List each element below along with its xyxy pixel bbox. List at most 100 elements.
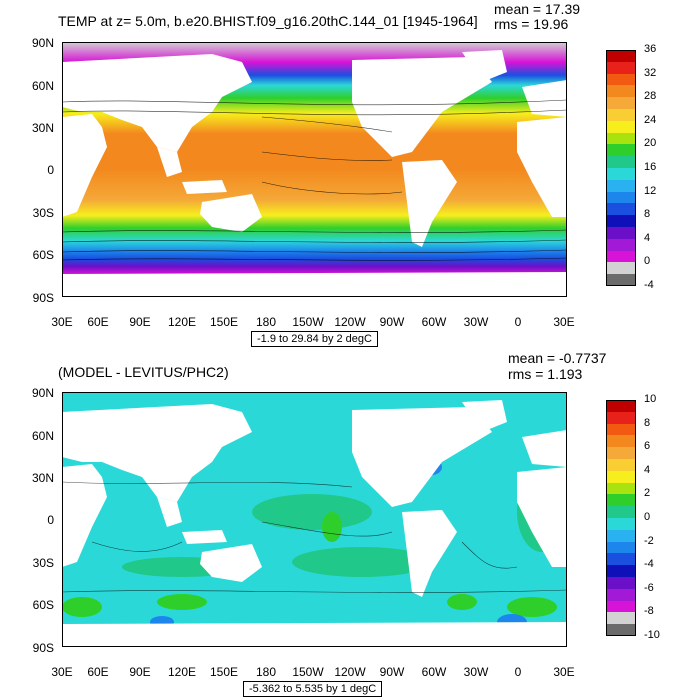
colorbar-swatch	[606, 144, 636, 157]
colorbar-swatch	[606, 168, 636, 181]
plot-title: TEMP at z= 5.0m, b.e20.BHIST.f09_g16.20t…	[58, 13, 478, 29]
colorbar-swatch	[606, 120, 636, 134]
lon-tick-150w: 150W	[292, 315, 324, 329]
lat-tick-90s: 90S	[32, 291, 54, 305]
lat-tick-30n: 30N	[31, 471, 54, 485]
colorbar-label: 16	[644, 161, 657, 173]
colorbar-swatch	[606, 179, 636, 193]
colorbar-swatch	[606, 624, 636, 637]
colorbar-swatch	[606, 482, 636, 495]
lon-tick-120w: 120W	[334, 665, 366, 679]
colorbar-swatch	[606, 227, 636, 240]
lon-tick-120e: 120E	[167, 665, 197, 679]
lat-tick-60s: 60S	[32, 598, 54, 612]
colorbar-label: 6	[644, 440, 651, 453]
colorbar-frame	[606, 400, 636, 636]
colorbar-swatch	[606, 73, 636, 86]
plot-frame	[62, 42, 567, 297]
colorbar-swatch	[606, 262, 636, 275]
lon-tick-90w: 90W	[379, 315, 405, 329]
colorbar-swatch	[606, 435, 636, 448]
colorbar-swatch	[606, 109, 636, 122]
plot-title: (MODEL - LEVITUS/PHC2)	[58, 364, 229, 380]
colorbar-label: 0	[644, 255, 651, 268]
lon-tick-60w: 60W	[421, 315, 447, 329]
colorbar-label: -4	[644, 279, 654, 291]
colorbar-swatch	[606, 565, 636, 578]
colorbar-swatch	[606, 191, 636, 204]
colorbar-swatch	[606, 447, 636, 460]
colorbar-label: 12	[644, 184, 657, 197]
lon-tick-30e-end: 30E	[553, 315, 575, 329]
mean-label: mean = -0.7737	[508, 350, 607, 366]
lon-tick-60e: 60E	[87, 665, 109, 679]
lat-tick-60n: 60N	[31, 79, 54, 93]
colorbar-swatch	[606, 400, 636, 413]
colorbar-swatch	[606, 506, 636, 519]
panel-difference: (MODEL - LEVITUS/PHC2) mean = -0.7737 rm…	[0, 350, 700, 700]
lat-tick-30n: 30N	[31, 121, 54, 135]
colorbar-label: 4	[644, 463, 651, 476]
colorbar-swatch	[606, 132, 636, 145]
colorbar-label: 32	[644, 66, 657, 79]
colorbar-label: -8	[644, 605, 654, 618]
lat-tick-90s: 90S	[32, 641, 54, 655]
lon-tick-90e: 90E	[129, 315, 151, 329]
lon-tick-90w: 90W	[379, 665, 405, 679]
colorbar-swatch	[606, 97, 636, 110]
lat-tick-60s: 60S	[32, 248, 54, 262]
colorbar-frame	[606, 50, 636, 286]
lat-tick-0: 0	[47, 513, 54, 527]
lon-tick-180: 180	[255, 665, 277, 679]
lat-tick-0: 0	[47, 163, 54, 177]
lon-tick-30e-end: 30E	[553, 665, 575, 679]
colorbar-swatch	[606, 203, 636, 216]
lon-tick-0: 0	[514, 665, 522, 679]
colorbar-swatch	[606, 588, 636, 602]
colorbar-swatch	[606, 577, 636, 590]
colorbar	[606, 50, 636, 287]
colorbar-swatch	[606, 215, 636, 228]
colorbar-swatch	[606, 600, 636, 613]
colorbar-label: 0	[644, 511, 651, 523]
colorbar-swatch	[606, 50, 636, 63]
colorbar-label: 20	[644, 137, 657, 150]
lon-tick-150e: 150E	[209, 315, 239, 329]
colorbar-swatch	[606, 250, 636, 263]
land-mask	[62, 400, 567, 647]
warm-patches	[62, 512, 557, 617]
lon-tick-0: 0	[514, 315, 522, 329]
lat-tick-30s: 30S	[32, 206, 54, 220]
lon-tick-60w: 60W	[421, 665, 447, 679]
lon-tick-150w: 150W	[292, 665, 324, 679]
colorbar-swatch	[606, 411, 636, 425]
lon-tick-30w: 30W	[463, 315, 489, 329]
lon-tick-150e: 150E	[209, 665, 239, 679]
colorbar-label: 4	[644, 231, 651, 244]
colorbar-swatch	[606, 85, 636, 98]
lon-tick-120e: 120E	[167, 315, 197, 329]
lat-tick-60n: 60N	[31, 429, 54, 443]
panel-temperature: TEMP at z= 5.0m, b.e20.BHIST.f09_g16.20t…	[31, 1, 657, 347]
rms-label: rms = 1.193	[508, 366, 583, 382]
colorbar-swatch	[606, 274, 636, 287]
colorbar-swatch	[606, 423, 636, 436]
temperature-map	[62, 42, 567, 297]
colorbar-label: 2	[644, 487, 651, 500]
colorbar-label: 8	[644, 208, 651, 221]
lon-tick-30e: 30E	[51, 315, 73, 329]
colorbar-label: 28	[644, 90, 657, 103]
lat-tick-30s: 30S	[32, 556, 54, 570]
colorbar-swatch	[606, 61, 636, 75]
colorbar-swatch	[606, 518, 636, 531]
rms-label: rms = 19.96	[494, 16, 569, 32]
lon-tick-30w: 30W	[463, 665, 489, 679]
colorbar-swatch	[606, 612, 636, 625]
colorbar-label: 36	[644, 43, 657, 55]
colorbar-label: 10	[644, 393, 657, 405]
colorbar-label: -2	[644, 534, 654, 547]
lon-tick-180: 180	[255, 315, 277, 329]
colorbar-swatch	[606, 494, 636, 507]
land-mask	[62, 50, 567, 297]
colorbar-swatch	[606, 553, 636, 566]
